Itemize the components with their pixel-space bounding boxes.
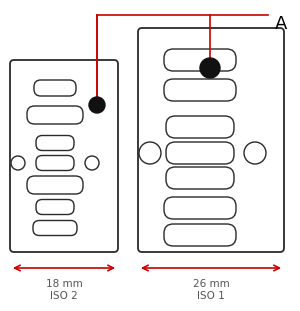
- FancyBboxPatch shape: [34, 80, 76, 96]
- Circle shape: [85, 156, 99, 170]
- Circle shape: [139, 142, 161, 164]
- FancyBboxPatch shape: [27, 176, 83, 194]
- FancyBboxPatch shape: [36, 136, 74, 151]
- FancyBboxPatch shape: [164, 49, 236, 71]
- FancyBboxPatch shape: [10, 60, 118, 252]
- Circle shape: [89, 97, 105, 113]
- FancyBboxPatch shape: [166, 116, 234, 138]
- Circle shape: [11, 156, 25, 170]
- FancyBboxPatch shape: [166, 167, 234, 189]
- FancyBboxPatch shape: [164, 224, 236, 246]
- FancyBboxPatch shape: [164, 197, 236, 219]
- FancyBboxPatch shape: [138, 28, 284, 252]
- FancyBboxPatch shape: [27, 106, 83, 124]
- Text: 26 mm: 26 mm: [193, 279, 230, 289]
- FancyBboxPatch shape: [36, 156, 74, 170]
- FancyBboxPatch shape: [166, 142, 234, 164]
- Text: ISO 2: ISO 2: [50, 291, 78, 301]
- Text: ISO 1: ISO 1: [197, 291, 225, 301]
- FancyBboxPatch shape: [164, 79, 236, 101]
- FancyBboxPatch shape: [33, 220, 77, 235]
- FancyBboxPatch shape: [36, 199, 74, 215]
- Text: A: A: [275, 15, 287, 33]
- Circle shape: [244, 142, 266, 164]
- Circle shape: [200, 58, 220, 78]
- Text: 18 mm: 18 mm: [46, 279, 82, 289]
